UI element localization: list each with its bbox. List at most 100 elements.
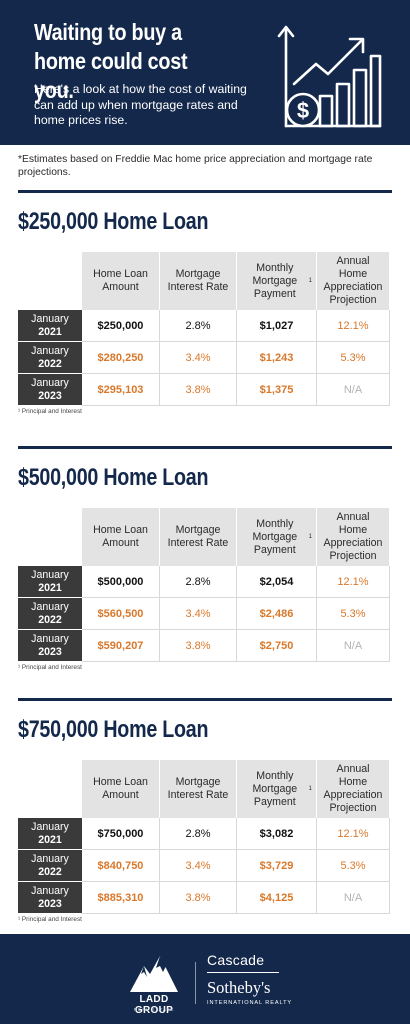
column-header-label: Annual Home Appreciation Projection [323, 763, 383, 814]
column-header-payment: Monthly Mortgage Payment 1 [237, 508, 317, 566]
appreciation-cell: N/A [317, 374, 390, 406]
table-row: January 2023 $590,207 3.8% $2,750 N/A [18, 630, 390, 662]
interest-rate-cell: 2.8% [160, 566, 237, 598]
footer-logos: LADD GROUP REAL ESTATE Cascade Sotheby's… [0, 934, 410, 1024]
column-header-amount: Home Loan Amount [82, 760, 160, 818]
interest-rate-cell: 3.4% [160, 598, 237, 630]
loan-amount-cell: $280,250 [82, 342, 160, 374]
monthly-payment-cell: $2,750 [237, 630, 317, 662]
ladd-group-tagline: REAL ESTATE [133, 1007, 175, 1012]
table-row: January 2022 $560,500 3.4% $2,486 5.3% [18, 598, 390, 630]
table-row: January 2021 $500,000 2.8% $2,054 12.1% [18, 566, 390, 598]
month-label: January [31, 377, 69, 389]
column-header-amount: Home Loan Amount [82, 508, 160, 566]
appreciation-cell: 5.3% [317, 850, 390, 882]
section-title: $500,000 Home Loan [18, 464, 209, 491]
column-header-label: Mortgage Interest Rate [167, 268, 229, 293]
appreciation-cell: N/A [317, 882, 390, 914]
column-header-payment: Monthly Mortgage Payment 1 [237, 760, 317, 818]
year-cell: January 2023 [18, 630, 82, 661]
appreciation-cell: 12.1% [317, 818, 390, 850]
column-header-label: Mortgage Interest Rate [167, 776, 229, 801]
column-header-appreciation: Annual Home Appreciation Projection [317, 760, 390, 818]
loan-amount-cell: $500,000 [82, 566, 160, 598]
interest-rate-cell: 3.8% [160, 374, 237, 406]
year-cell: January 2021 [18, 818, 82, 849]
sothebys-logo-text: Sotheby's [207, 978, 271, 997]
footnote: ¹ Principal and Interest [18, 664, 82, 671]
section-divider [18, 446, 392, 449]
hero-banner: Waiting to buy a home could cost you. He… [0, 0, 410, 145]
loan-amount-cell: $750,000 [82, 818, 160, 850]
year-label: 2023 [38, 390, 62, 402]
table-row: January 2023 $295,103 3.8% $1,375 N/A [18, 374, 390, 406]
month-label: January [31, 313, 69, 325]
footnote-marker: 1 [308, 277, 312, 284]
section-title: $750,000 Home Loan [18, 716, 209, 743]
year-label: 2021 [38, 582, 62, 594]
column-header-label: Home Loan Amount [93, 268, 148, 293]
table-row: January 2021 $250,000 2.8% $1,027 12.1% [18, 310, 390, 342]
loan-amount-cell: $295,103 [82, 374, 160, 406]
monthly-payment-cell: $1,027 [237, 310, 317, 342]
interest-rate-cell: 3.4% [160, 850, 237, 882]
loan-amount-cell: $590,207 [82, 630, 160, 662]
interest-rate-cell: 2.8% [160, 818, 237, 850]
estimates-note: *Estimates based on Freddie Mac home pri… [18, 154, 373, 178]
monthly-payment-cell: $3,729 [237, 850, 317, 882]
monthly-payment-cell: $1,243 [237, 342, 317, 374]
growth-chart-icon: $ [277, 25, 382, 128]
year-label: 2023 [38, 646, 62, 658]
month-label: January [31, 569, 69, 581]
section-divider [18, 698, 392, 701]
footnote-marker: 1 [308, 785, 312, 792]
mountain-logo-icon [130, 956, 178, 992]
sothebys-tagline: INTERNATIONAL REALTY [207, 1000, 293, 1006]
section-title: $250,000 Home Loan [18, 208, 209, 235]
year-label: 2021 [38, 326, 62, 338]
monthly-payment-cell: $2,486 [237, 598, 317, 630]
column-header-label: Monthly Mortgage Payment [252, 261, 298, 300]
column-header-label: Monthly Mortgage Payment [252, 517, 298, 556]
loan-amount-cell: $560,500 [82, 598, 160, 630]
column-header-label: Mortgage Interest Rate [167, 524, 229, 549]
loan-amount-cell: $885,310 [82, 882, 160, 914]
monthly-payment-cell: $4,125 [237, 882, 317, 914]
column-header-appreciation: Annual Home Appreciation Projection [317, 508, 390, 566]
monthly-payment-cell: $1,375 [237, 374, 317, 406]
year-label: 2022 [38, 358, 62, 370]
appreciation-cell: 12.1% [317, 566, 390, 598]
column-header-rate: Mortgage Interest Rate [160, 252, 237, 310]
year-cell: January 2021 [18, 566, 82, 597]
month-label: January [31, 821, 69, 833]
footnote: ¹ Principal and Interest [18, 408, 82, 415]
column-header-label: Annual Home Appreciation Projection [323, 511, 383, 562]
table-row: January 2022 $280,250 3.4% $1,243 5.3% [18, 342, 390, 374]
ladd-group-logo-text: LADD GROUP [134, 994, 174, 1016]
cascade-logo-text: Cascade [207, 952, 265, 968]
column-header-amount: Home Loan Amount [82, 252, 160, 310]
table-row: January 2021 $750,000 2.8% $3,082 12.1% [18, 818, 390, 850]
month-label: January [31, 345, 69, 357]
interest-rate-cell: 3.8% [160, 882, 237, 914]
column-header-label: Home Loan Amount [93, 524, 148, 549]
year-label: 2022 [38, 866, 62, 878]
year-cell: January 2021 [18, 310, 82, 341]
column-header-rate: Mortgage Interest Rate [160, 760, 237, 818]
appreciation-cell: N/A [317, 630, 390, 662]
year-cell: January 2022 [18, 850, 82, 881]
cascade-underline [207, 972, 279, 973]
appreciation-cell: 5.3% [317, 598, 390, 630]
column-header-payment: Monthly Mortgage Payment 1 [237, 252, 317, 310]
page-title: Waiting to buy a home could cost you. [34, 19, 188, 103]
month-label: January [31, 601, 69, 613]
table-row: January 2022 $840,750 3.4% $3,729 5.3% [18, 850, 390, 882]
year-label: 2021 [38, 834, 62, 846]
monthly-payment-cell: $2,054 [237, 566, 317, 598]
column-header-label: Annual Home Appreciation Projection [323, 255, 383, 306]
interest-rate-cell: 3.8% [160, 630, 237, 662]
section-divider [18, 190, 392, 193]
year-cell: January 2022 [18, 342, 82, 373]
dollar-coin-icon: $ [297, 98, 309, 123]
loan-amount-cell: $250,000 [82, 310, 160, 342]
